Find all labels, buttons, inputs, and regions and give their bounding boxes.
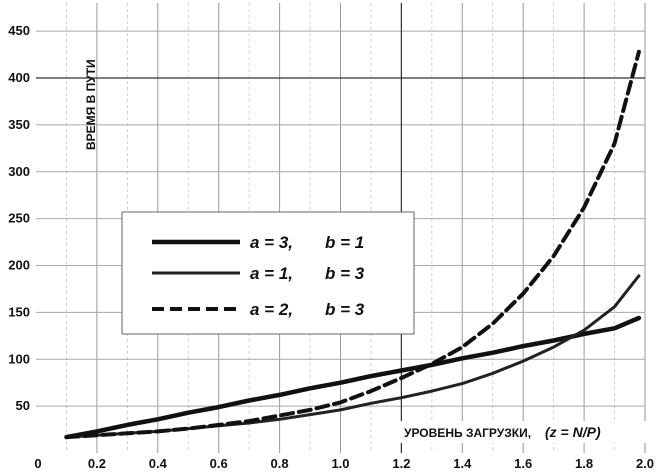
x-axis-title-bg [400, 421, 650, 443]
x-axis-title-main: УРОВЕНЬ ЗАГРУЗКИ, [404, 426, 531, 440]
x-tick-label: 0 [34, 456, 41, 471]
series-line-3 [64, 49, 641, 440]
y-axis-title: ВРЕМЯ В ПУТИ [84, 59, 98, 150]
legend: a = 3, b = 1 a = 1, b = 3 a = 2, b = 3 [121, 211, 415, 335]
y-tick-label: 150 [8, 304, 30, 319]
legend-label-3b: b = 3 [325, 300, 365, 319]
x-tick-label: 1.6 [514, 456, 532, 471]
y-tick-label: 450 [8, 23, 30, 38]
x-tick-label: 1.2 [392, 456, 410, 471]
legend-label-1b: b = 1 [325, 233, 364, 252]
y-tick-label: 200 [8, 258, 30, 273]
x-axis-title-formula: (z = N/P) [545, 424, 601, 440]
legend-entry-3: a = 2, b = 3 [152, 300, 365, 319]
y-tick-label: 300 [8, 164, 30, 179]
legend-label-1a: a = 3, [250, 233, 293, 252]
series-layer [64, 49, 642, 440]
x-tick-label: 0.2 [88, 456, 106, 471]
x-axis-title: УРОВЕНЬ ЗАГРУЗКИ, (z = N/P) [400, 421, 650, 443]
y-tick-label: 100 [8, 351, 30, 366]
y-tick-label: 250 [8, 211, 30, 226]
x-tick-label: 1.8 [575, 456, 593, 471]
legend-label-2a: a = 1, [250, 264, 293, 283]
series-line-1 [64, 315, 642, 440]
y-tick-label: 50 [16, 398, 30, 413]
x-tick-label: 0.6 [210, 456, 228, 471]
legend-label-3a: a = 2, [250, 300, 293, 319]
x-tick-label: 1.0 [331, 456, 349, 471]
y-tick-label: 350 [8, 117, 30, 132]
axes: 0 0.2 0.4 0.6 0.8 1.0 1.2 1.4 1.6 1.8 2.0 50 100 150 2… [8, 23, 654, 471]
x-tick-label: 1.4 [453, 456, 472, 471]
x-tick-label: 2.0 [636, 456, 654, 471]
legend-entry-1: a = 3, b = 1 [152, 233, 364, 252]
legend-entry-2: a = 1, b = 3 [152, 264, 365, 283]
legend-label-2b: b = 3 [325, 264, 365, 283]
y-tick-label: 400 [8, 70, 30, 85]
x-tick-label: 0.8 [271, 456, 289, 471]
x-tick-label: 0.4 [149, 456, 168, 471]
